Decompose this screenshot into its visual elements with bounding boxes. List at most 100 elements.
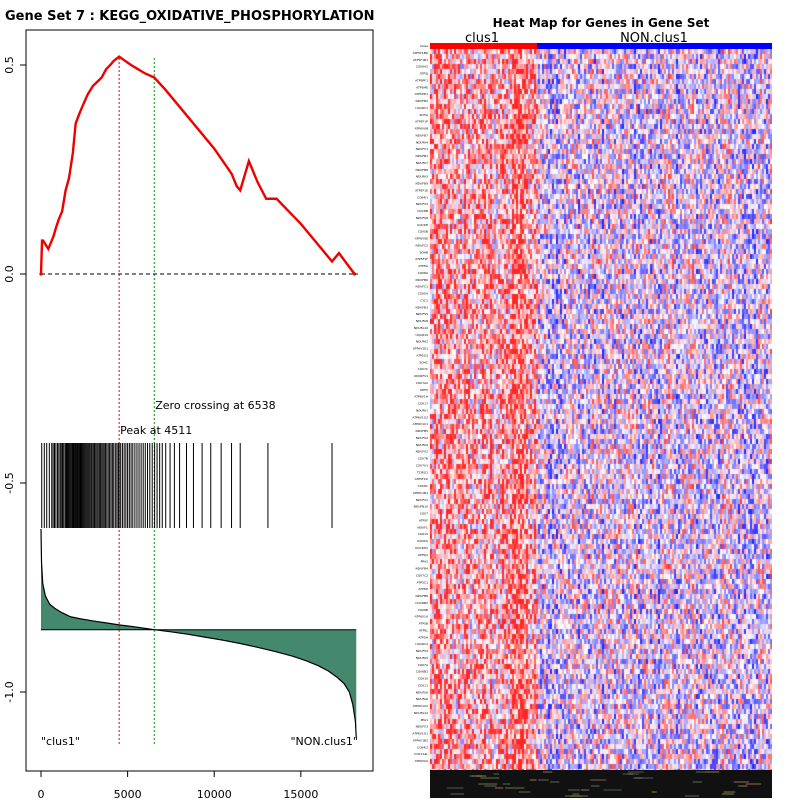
row-label: NDUFA6 bbox=[416, 697, 428, 701]
row-label: NDUFA4 bbox=[416, 140, 428, 144]
group-bar-clus1 bbox=[430, 43, 537, 49]
row-label: COX6B1 bbox=[416, 670, 428, 674]
row-label: ATP6V1E1 bbox=[413, 347, 428, 351]
row-label: ATP6V1G2 bbox=[412, 415, 428, 419]
row-label: ATP5L bbox=[419, 628, 428, 632]
row-label: CYC1 bbox=[420, 298, 428, 302]
right-class-label: "NON.clus1" bbox=[290, 735, 358, 748]
row-label: ATP5F1B1 bbox=[413, 58, 428, 62]
row-label: NDUFB8 bbox=[416, 168, 429, 172]
row-label: COX5A bbox=[418, 292, 429, 296]
row-label: UQCRB2 bbox=[415, 601, 428, 605]
row-label: UQCRC1 bbox=[415, 106, 428, 110]
row-label: SDHA bbox=[419, 113, 428, 117]
running-es-end-point bbox=[352, 272, 357, 276]
row-label: ATP5J2 bbox=[418, 553, 428, 557]
row-label: ATP5F1BD bbox=[413, 51, 429, 55]
row-label: COX8A bbox=[418, 271, 429, 275]
row-label: ATP5F1E bbox=[415, 188, 428, 192]
row-label: ATP6V1G1 bbox=[412, 732, 428, 736]
row-label: ATP5I bbox=[420, 388, 428, 392]
row-label: NDUFV3 bbox=[416, 725, 429, 729]
row-label: COX7A2L bbox=[414, 752, 428, 756]
row-label: NDUFA12 bbox=[414, 711, 428, 715]
row-label: UQCRH2 bbox=[415, 546, 428, 550]
row-label: TCIRG1 bbox=[416, 470, 428, 474]
row-label: NDUFS3 bbox=[416, 202, 428, 206]
row-label: NDUFS6 bbox=[416, 690, 428, 694]
ranked-metric-line bbox=[40, 528, 357, 739]
row-label: UQCRFS1 bbox=[414, 374, 428, 378]
y-tick-label: -0.5 bbox=[3, 472, 16, 493]
row-label: COX7 bbox=[420, 512, 428, 516]
heatmap-cell-grid bbox=[430, 49, 772, 770]
peak-annotation: Peak at 4511 bbox=[120, 424, 192, 437]
x-tick-label: 5000 bbox=[114, 788, 142, 800]
row-label: NDUFA3 bbox=[416, 175, 428, 179]
row-label: COX7C bbox=[418, 367, 428, 371]
row-label: UQCRH bbox=[417, 223, 428, 227]
row-label: NDUFS2 bbox=[416, 436, 428, 440]
x-tick-label: 15000 bbox=[283, 788, 318, 800]
row-label: UQCRB bbox=[417, 209, 428, 213]
row-label: COX7A bbox=[418, 663, 429, 667]
row-label: ATP5F1P bbox=[415, 120, 428, 124]
x-axis: 0 5000 10000 15000 bbox=[38, 771, 318, 800]
row-label: COX6B bbox=[418, 608, 428, 612]
row-label: COX7C2 bbox=[416, 573, 428, 577]
row-label: NDUFA7 bbox=[416, 161, 428, 165]
row-label: ATP5O bbox=[418, 264, 428, 268]
row-label: ATP5H bbox=[418, 635, 428, 639]
row-label: NDUFC bbox=[417, 525, 428, 529]
heatmap-row-labels: Class ATP5F1BD ATP5F1B1 COX6A2 ATP5J ATP5PF1 A… bbox=[412, 44, 429, 763]
row-label: NDUFS1 bbox=[416, 498, 428, 502]
row-label: NDUFB6 bbox=[416, 278, 429, 282]
row-label: ATP6V1C2 bbox=[413, 704, 428, 708]
row-label: NDUFA10 bbox=[414, 326, 428, 330]
row-label: ATP6V0A bbox=[415, 759, 429, 763]
row-label: ATP6V1C1 bbox=[413, 422, 428, 426]
running-es-line bbox=[39, 55, 356, 275]
row-label: COX15 bbox=[418, 532, 428, 536]
heatmap-footer-strip bbox=[430, 770, 772, 798]
row-label: NDUFA1 bbox=[416, 408, 428, 412]
row-label: COX4I1 bbox=[417, 195, 428, 199]
y-axis: 0.5 0.0 -0.5 -1.0 bbox=[3, 56, 26, 703]
row-label: NDUFB3 bbox=[416, 305, 429, 309]
row-label: ATP6V1B2 bbox=[413, 738, 428, 742]
row-label: NDUFB8 bbox=[416, 594, 429, 598]
row-label: NDUFB4 bbox=[416, 567, 429, 571]
row-label: NDUFB5 bbox=[416, 429, 429, 433]
row-label: Class bbox=[420, 44, 428, 48]
row-label: COX6A2 bbox=[416, 65, 428, 69]
row-label: SDHC bbox=[419, 360, 428, 364]
row-label: COX7A2 bbox=[416, 381, 428, 385]
left-class-label: "clus1" bbox=[41, 735, 80, 748]
ranked-metric-fill bbox=[41, 528, 357, 738]
row-label: NDUFV1 bbox=[416, 147, 429, 151]
row-label: UQCR10 bbox=[415, 333, 428, 337]
row-label: NDUFB1 bbox=[416, 154, 429, 158]
running-es-series bbox=[39, 55, 358, 276]
row-label: ATP5C1 bbox=[417, 580, 428, 584]
row-label: COX7B bbox=[418, 457, 428, 461]
row-label: ATP5PF1 bbox=[415, 78, 428, 82]
row-label: ATP5PD1 bbox=[415, 92, 428, 96]
row-label: PPA2 bbox=[421, 560, 428, 564]
row-label: NDUFS8 bbox=[416, 216, 428, 220]
row-label: NDUFS5 bbox=[416, 312, 428, 316]
row-label: ATP5D bbox=[418, 587, 428, 591]
ranked-metric-area bbox=[40, 528, 357, 739]
enrichment-plot-frame bbox=[25, 29, 374, 772]
row-label: ATP5F1D bbox=[415, 477, 429, 481]
row-label: NDUFA9 bbox=[416, 443, 428, 447]
y-tick-label: -1.0 bbox=[3, 681, 16, 702]
row-label: ATP5J bbox=[420, 72, 428, 76]
row-label: ATP5ME bbox=[416, 85, 428, 89]
row-label: ATP6V0B bbox=[415, 127, 428, 131]
row-label: NDUFA2 bbox=[416, 340, 428, 344]
marker-lines bbox=[118, 58, 155, 745]
row-label: ATP5F bbox=[419, 518, 428, 522]
row-label: PPA1 bbox=[421, 718, 428, 722]
row-label: NDUFA8 bbox=[416, 319, 428, 323]
